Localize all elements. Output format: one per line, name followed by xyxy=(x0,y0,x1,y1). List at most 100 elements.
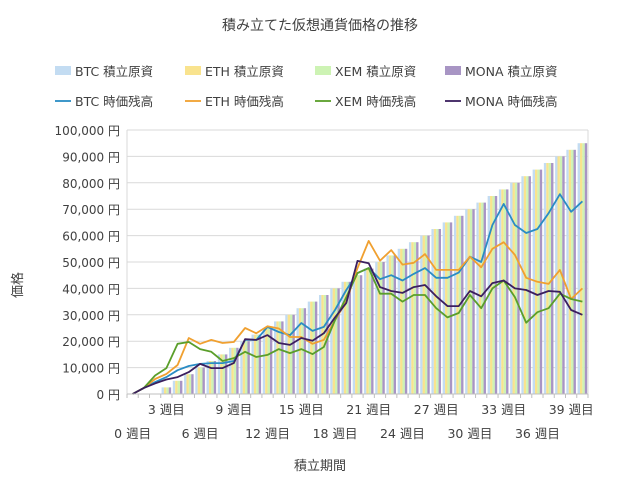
bar-xem xyxy=(492,196,495,394)
bar-mona xyxy=(348,281,352,394)
legend-label: BTC 積立原資 xyxy=(75,64,153,79)
bar-eth xyxy=(298,308,302,394)
bar-xem xyxy=(222,354,225,394)
bar-mona xyxy=(483,202,486,394)
bar-eth xyxy=(163,387,167,394)
bar-mona xyxy=(168,387,172,394)
bar-eth xyxy=(220,354,223,394)
legend-swatch-xem xyxy=(315,66,331,75)
bar-xem xyxy=(346,281,349,394)
bar-btc xyxy=(363,268,367,394)
legend-swatch-mona xyxy=(445,66,461,75)
bar-btc xyxy=(341,281,344,394)
bar-xem xyxy=(413,242,417,394)
x-tick-label: 21 週目 xyxy=(346,402,391,417)
bar-btc xyxy=(229,347,232,394)
bar-eth xyxy=(411,242,414,394)
x-axis-title: 積立期間 xyxy=(294,459,346,474)
bar-btc xyxy=(498,189,502,394)
bar-btc xyxy=(352,275,356,394)
x-tick-label: 3 週目 xyxy=(148,402,185,417)
bar-mona xyxy=(416,242,419,394)
bar-xem xyxy=(177,380,180,394)
bar-btc xyxy=(577,143,580,394)
bar-eth xyxy=(501,189,504,394)
bar-xem xyxy=(503,189,507,394)
bar-xem xyxy=(571,149,574,394)
bar-eth xyxy=(175,380,178,394)
y-tick-label: 30,000 円 xyxy=(62,309,120,323)
bar-mona xyxy=(247,341,250,394)
bar-mona xyxy=(314,301,318,394)
y-tick-label: 100,000 円 xyxy=(55,124,120,138)
bar-eth xyxy=(445,222,448,394)
y-tick-label: 60,000 円 xyxy=(62,230,120,244)
legend-swatch-eth xyxy=(185,66,201,75)
bar-xem xyxy=(447,222,450,394)
legend-label: ETH 積立原資 xyxy=(205,64,284,79)
bar-mona xyxy=(584,143,588,394)
y-tick-label: 10,000 円 xyxy=(62,362,120,376)
bar-mona xyxy=(213,361,217,394)
bar-xem xyxy=(200,367,203,394)
bar-btc xyxy=(217,354,221,394)
bar-xem xyxy=(256,334,259,394)
x-tick-label: 18 週目 xyxy=(313,426,358,441)
bar-xem xyxy=(424,235,428,394)
bar-xem xyxy=(481,202,484,394)
x-tick-label: 0 週目 xyxy=(114,426,151,441)
bar-eth xyxy=(197,367,201,394)
x-tick-label: 15 週目 xyxy=(279,402,324,417)
x-tick-label: 24 週目 xyxy=(380,426,425,441)
bar-eth xyxy=(366,268,369,394)
bar-mona xyxy=(269,328,273,394)
bar-eth xyxy=(265,328,268,394)
bar-mona xyxy=(258,334,262,394)
y-tick-label: 50,000 円 xyxy=(62,256,120,270)
bar-xem xyxy=(379,262,383,394)
bar-xem xyxy=(301,308,304,394)
bar-eth xyxy=(546,163,549,394)
bar-xem xyxy=(368,268,372,394)
y-tick-label: 80,000 円 xyxy=(62,177,120,191)
line-eth xyxy=(132,239,584,395)
bar-btc xyxy=(240,341,243,394)
bar-mona xyxy=(359,275,363,394)
y-tick-label: 0 円 xyxy=(97,388,120,402)
x-tick-label: 9 週目 xyxy=(215,402,252,417)
bar-btc xyxy=(420,235,423,394)
bar-eth xyxy=(355,275,358,394)
bar-eth xyxy=(208,361,212,394)
bar-xem xyxy=(211,361,214,394)
bar-mona xyxy=(202,367,205,394)
x-tick-label: 36 週目 xyxy=(515,426,560,441)
bar-mona xyxy=(326,295,329,394)
bar-xem xyxy=(166,387,169,394)
bar-mona xyxy=(461,215,464,394)
bar-eth xyxy=(253,334,257,394)
bar-xem xyxy=(188,374,192,394)
bar-btc xyxy=(476,202,479,394)
bar-mona xyxy=(179,380,183,394)
bar-xem xyxy=(290,314,293,394)
bar-eth xyxy=(287,314,291,394)
bar-mona xyxy=(281,321,284,394)
legend-label: MONA 積立原資 xyxy=(465,64,558,79)
bar-btc xyxy=(543,163,547,394)
bar-mona xyxy=(449,222,453,394)
y-tick-label: 70,000 円 xyxy=(62,203,120,217)
bar-xem xyxy=(469,209,473,394)
bar-eth xyxy=(332,288,336,394)
legend-label: XEM 積立原資 xyxy=(335,64,416,79)
bar-btc xyxy=(431,229,434,394)
bar-xem xyxy=(267,328,270,394)
bar-eth xyxy=(490,196,493,394)
bar-xem xyxy=(436,229,439,394)
bar-mona xyxy=(404,248,408,394)
bar-btc xyxy=(566,149,569,394)
legend-label: BTC 時価残高 xyxy=(75,94,153,109)
bar-mona xyxy=(382,262,385,394)
x-tick-label: 33 週目 xyxy=(481,402,526,417)
bar-eth xyxy=(568,149,572,394)
bar-btc xyxy=(251,334,254,394)
